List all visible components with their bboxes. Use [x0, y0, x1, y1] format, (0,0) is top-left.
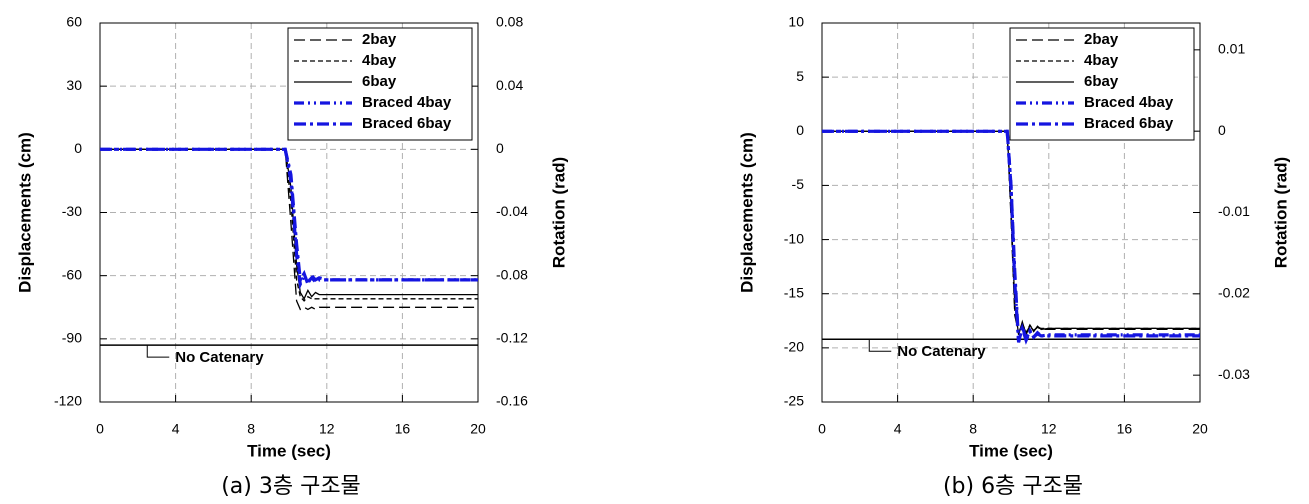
x-tick-label: 16 — [395, 421, 411, 437]
y-tick-label: -20 — [784, 339, 804, 355]
x-tick-label: 8 — [969, 421, 977, 437]
y-tick-label: 5 — [796, 68, 804, 84]
series-line — [822, 130, 1200, 335]
series-line — [822, 129, 1200, 344]
y-tick-label: 60 — [66, 14, 82, 30]
legend-label: Braced 4bay — [1084, 94, 1174, 111]
x-tick-label: 16 — [1117, 421, 1133, 437]
legend-box — [1009, 27, 1195, 141]
series-line — [100, 148, 478, 311]
series-line — [822, 129, 1200, 345]
legend-label: 4bay — [362, 52, 397, 69]
y2-tick-label: 0.04 — [496, 77, 523, 93]
y-tick-label: -120 — [54, 393, 82, 409]
y-tick-label: -90 — [62, 330, 82, 346]
y-tick-label: 30 — [66, 77, 82, 93]
legend-label: 6bay — [362, 73, 397, 90]
y2-tick-label: 0.08 — [496, 14, 523, 30]
y-tick-label: -30 — [62, 203, 82, 219]
series-line — [100, 147, 478, 290]
y2-tick-label: -0.01 — [1218, 203, 1250, 219]
caption: (b) 6층 구조물 — [943, 474, 1083, 499]
y-tick-label: -10 — [784, 230, 804, 246]
reference-label: No Catenary — [175, 349, 264, 366]
y-tick-label: -5 — [792, 176, 805, 192]
legend-box — [287, 27, 473, 141]
y-tick-label: 0 — [796, 122, 804, 138]
y-axis-label: Displacements (cm) — [15, 132, 34, 293]
x-tick-label: 0 — [96, 421, 104, 437]
leader-line — [146, 345, 170, 358]
series-line — [100, 147, 478, 289]
legend-label: 2bay — [362, 31, 397, 48]
legend-label: 2bay — [1084, 31, 1119, 48]
series-line — [822, 130, 1200, 335]
chart-panel: 0 4 8 12 16 20 10 5 0 -5 -10 -15 -20 -25 0.01 0 -0.01 -0.… — [737, 14, 1290, 499]
y2-tick-label: 0 — [1218, 122, 1226, 138]
plot-frame — [99, 22, 479, 403]
y2-tick-label: -0.16 — [496, 393, 528, 409]
y2-tick-label: -0.12 — [496, 330, 528, 346]
x-tick-label: 20 — [1192, 421, 1208, 437]
y2-tick-label: 0 — [496, 140, 504, 156]
y-tick-label: -15 — [784, 284, 804, 300]
y-tick-label: -25 — [784, 393, 804, 409]
x-axis-label: Time (sec) — [969, 441, 1053, 460]
caption: (a) 3층 구조물 — [221, 474, 361, 499]
y-axis-label: Displacements (cm) — [737, 132, 756, 293]
legend-label: 6bay — [1084, 73, 1119, 90]
legend-label: 4bay — [1084, 52, 1119, 69]
y2-tick-label: -0.03 — [1218, 366, 1250, 382]
y-tick-label: 10 — [788, 14, 804, 30]
y2-tick-label: -0.04 — [496, 203, 528, 219]
chart-panel: 0 4 8 12 16 20 60 30 0 -30 -60 -90 -120 0.08 0.04 0 -0.0… — [15, 14, 568, 499]
x-axis-label: Time (sec) — [247, 441, 331, 460]
reference-label: No Catenary — [897, 343, 986, 360]
legend-label: Braced 4bay — [362, 94, 452, 111]
x-tick-label: 4 — [172, 421, 180, 437]
x-tick-label: 12 — [1041, 421, 1057, 437]
plot-frame — [821, 22, 1201, 403]
y-tick-label: 0 — [74, 140, 82, 156]
y2-tick-label: -0.02 — [1218, 285, 1250, 301]
x-tick-label: 0 — [818, 421, 826, 437]
x-tick-label: 8 — [247, 421, 255, 437]
y-tick-label: -60 — [62, 266, 82, 282]
x-tick-label: 4 — [894, 421, 902, 437]
leader-line — [868, 339, 892, 352]
y2-axis-label: Rotation (rad) — [549, 157, 568, 268]
y2-tick-label: 0.01 — [1218, 41, 1245, 57]
legend-label: Braced 6bay — [362, 115, 452, 132]
y2-tick-label: -0.08 — [496, 266, 528, 282]
series-line — [822, 130, 1200, 337]
series-line — [100, 148, 478, 302]
legend-label: Braced 6bay — [1084, 115, 1174, 132]
y2-axis-label: Rotation (rad) — [1271, 157, 1290, 268]
x-tick-label: 20 — [470, 421, 486, 437]
x-tick-label: 12 — [319, 421, 335, 437]
